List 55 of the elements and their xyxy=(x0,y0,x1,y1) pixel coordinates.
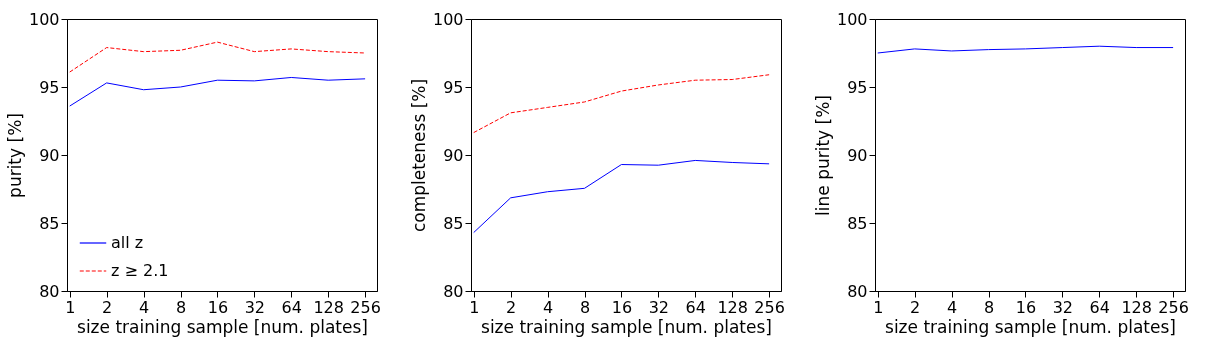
y-axis-title: line purity [%] xyxy=(812,95,833,216)
x-tick-label: 8 xyxy=(579,297,591,317)
x-axis-title: size training sample [num. plates] xyxy=(481,316,772,337)
y-tick-label: 80 xyxy=(847,281,868,301)
y-tick-label: 95 xyxy=(847,77,868,97)
y-tick-label: 90 xyxy=(39,145,60,165)
x-tick-label: 1 xyxy=(469,297,480,317)
y-tick-label: 85 xyxy=(443,213,464,233)
x-tick-label: 8 xyxy=(983,297,995,317)
y-tick-label: 95 xyxy=(39,77,60,97)
line-series xyxy=(69,41,366,73)
y-tick-label: 100 xyxy=(28,9,60,29)
y-tick-label: 80 xyxy=(443,281,464,301)
legend-label: z ≥ 2.1 xyxy=(111,261,169,280)
x-tick-label: 2 xyxy=(102,297,113,317)
x-tick-label: 4 xyxy=(946,297,958,317)
x-tick-label: 128 xyxy=(717,297,748,317)
line-series xyxy=(473,74,770,134)
x-tick-label: 128 xyxy=(1121,297,1152,317)
y-tick-label: 90 xyxy=(847,145,868,165)
y-tick-label: 95 xyxy=(443,77,464,97)
y-tick-label: 90 xyxy=(443,145,464,165)
x-tick-label: 8 xyxy=(175,297,187,317)
x-axis-title: size training sample [num. plates] xyxy=(885,316,1176,337)
x-tick-label: 32 xyxy=(648,297,670,317)
x-tick-label: 64 xyxy=(281,297,302,317)
x-tick-label: 64 xyxy=(1089,297,1110,317)
x-tick-label: 2 xyxy=(910,297,921,317)
y-tick-label: 85 xyxy=(847,213,868,233)
x-tick-label: 64 xyxy=(685,297,706,317)
x-tick-label: 256 xyxy=(350,297,381,317)
x-tick-label: 256 xyxy=(754,297,785,317)
y-tick-label: 100 xyxy=(836,9,868,29)
y-axis-title: purity [%] xyxy=(4,113,25,198)
x-tick-label: 32 xyxy=(244,297,266,317)
x-axis-title: size training sample [num. plates] xyxy=(77,316,368,337)
y-tick-label: 80 xyxy=(39,281,60,301)
x-tick-label: 256 xyxy=(1158,297,1189,317)
x-tick-label: 1 xyxy=(873,297,884,317)
line-series xyxy=(69,76,366,107)
y-tick-label: 85 xyxy=(39,213,60,233)
x-tick-label: 16 xyxy=(207,297,229,317)
x-tick-label: 2 xyxy=(506,297,517,317)
x-tick-label: 16 xyxy=(1015,297,1037,317)
x-tick-label: 4 xyxy=(138,297,150,317)
legend-label: all z xyxy=(111,233,144,252)
y-axis-title: completeness [%] xyxy=(408,78,429,233)
x-tick-label: 128 xyxy=(313,297,344,317)
y-tick-label: 100 xyxy=(432,9,464,29)
line-series xyxy=(473,159,770,234)
x-tick-label: 1 xyxy=(65,297,76,317)
x-tick-label: 16 xyxy=(611,297,633,317)
line-series xyxy=(877,45,1174,54)
x-tick-label: 4 xyxy=(542,297,554,317)
x-tick-label: 32 xyxy=(1052,297,1074,317)
